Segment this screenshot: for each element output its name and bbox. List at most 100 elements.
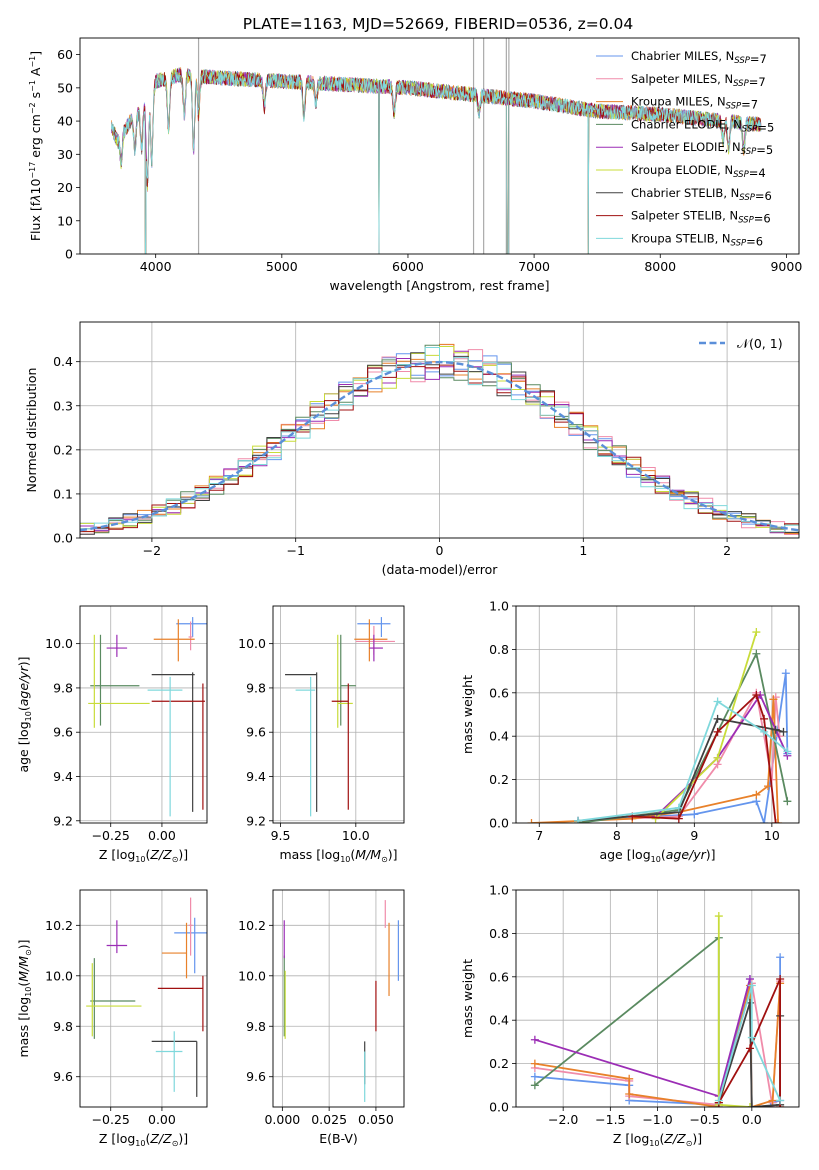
mass-vs-Z-ytick-label: 9.6 xyxy=(53,1069,73,1084)
mass-vs-EBV-plot-area xyxy=(273,890,404,1107)
spectrum-xtick-label: 9000 xyxy=(770,259,802,274)
weight-point-marker xyxy=(714,1096,723,1105)
residuals-xtick-label: 0 xyxy=(436,543,444,558)
age-vs-mass-ytick-label: 9.8 xyxy=(246,680,266,695)
spectrum-frame xyxy=(79,37,800,255)
age-vs-mass-frame xyxy=(272,605,405,824)
age-vs-mass-ytick-label: 9.4 xyxy=(246,769,266,784)
weight-point-marker xyxy=(745,974,754,983)
mass-vs-EBV-xtick-label: 0.050 xyxy=(358,1112,394,1127)
spectrum-series-line xyxy=(111,69,762,254)
weight-point-marker xyxy=(760,819,769,823)
weight-vs-Z-xlabel: Z [log10(Z/Z⊙)] xyxy=(613,1131,702,1148)
spectrum-plot-area xyxy=(111,38,762,254)
age-vs-Z-plot-area xyxy=(80,606,207,823)
mass-vs-Z-ytick-label: 10.2 xyxy=(45,918,73,933)
residuals-xlabel: (data-model)/error xyxy=(382,562,499,577)
weight-point-marker xyxy=(713,714,722,723)
weight-point-marker xyxy=(768,1096,777,1105)
weight-point-marker xyxy=(530,1072,539,1081)
mass-vs-Z-frame xyxy=(79,889,208,1108)
residuals-xtick-label: 1 xyxy=(579,543,587,558)
age-vs-Z-xlabel: Z [log10(Z/Z⊙)] xyxy=(99,847,188,864)
spectrum-axes: Chabrier MILES, NSSP=7 Salpeter MILES, NS… xyxy=(28,37,802,293)
weight-vs-Z-plot-area xyxy=(516,890,799,1107)
age-vs-mass-xtick-label: 10.0 xyxy=(342,828,370,843)
mass-vs-Z-axes: −0.25 0.00 9.6 9.8 10.0 10.2 Z [log10(Z/Z⊙)] ma… xyxy=(16,889,208,1148)
age-vs-mass-ytick-label: 9.2 xyxy=(246,813,266,828)
spectrum-ytick-label: 20 xyxy=(57,180,73,195)
weight-point-marker xyxy=(745,1044,754,1053)
residuals-xtick-label: −1 xyxy=(286,543,304,558)
weight-vs-age-ytick-label: 0.2 xyxy=(489,772,509,787)
weight-series-line xyxy=(577,717,784,822)
spectrum-xtick-label: 5000 xyxy=(266,259,298,274)
weight-point-marker xyxy=(713,697,722,706)
weight-series-line xyxy=(577,672,789,823)
weight-point-marker xyxy=(776,953,785,962)
mass-vs-EBV-ytick-label: 10.0 xyxy=(238,968,266,983)
weight-point-marker xyxy=(747,1103,756,1107)
weight-point-marker xyxy=(651,814,660,823)
residuals-ytick-label: 0.3 xyxy=(53,398,73,413)
histogram-series-step xyxy=(80,347,799,533)
weight-point-marker xyxy=(781,669,790,678)
weight-point-marker xyxy=(760,714,769,723)
residuals-ytick-label: 0.0 xyxy=(53,531,73,546)
weight-vs-age-axes: 7 8 9 10 0.0 0.2 0.4 0.6 0.8 1.0 age [log10(age/yr… xyxy=(460,599,800,864)
weight-point-marker xyxy=(771,819,780,823)
legend-label: Chabrier STELIB, NSSP=6 xyxy=(631,186,772,203)
weight-point-marker xyxy=(774,819,783,823)
weight-point-marker xyxy=(771,725,780,734)
weight-vs-Z-xtick-label: −2.0 xyxy=(548,1112,578,1127)
weight-vs-age-ytick-label: 1.0 xyxy=(489,599,509,614)
mass-vs-Z-xtick-label: −0.25 xyxy=(92,1112,130,1127)
residuals-plot-area xyxy=(80,322,799,538)
weight-point-marker xyxy=(674,814,683,823)
weight-point-marker xyxy=(674,803,683,812)
spectrum-ytick-label: 40 xyxy=(57,114,73,129)
chart-layer: Chabrier MILES, NSSP=7 Salpeter MILES, NS… xyxy=(16,37,802,1148)
weight-vs-age-xtick-label: 8 xyxy=(613,828,621,843)
spectrum-xtick-label: 4000 xyxy=(140,259,172,274)
weight-vs-age-ylabel: mass weight xyxy=(460,675,475,754)
weight-point-marker xyxy=(530,1081,539,1090)
weight-point-marker xyxy=(713,727,722,736)
residuals-xtick-label: 2 xyxy=(723,543,731,558)
weight-vs-Z-ytick-label: 0.8 xyxy=(489,926,509,941)
age-vs-Z-ytick-label: 9.8 xyxy=(53,680,73,695)
mass-vs-Z-ylabel: mass [log10(M/M⊙)] xyxy=(16,939,33,1057)
age-vs-Z-ytick-label: 10.0 xyxy=(45,636,73,651)
weight-vs-Z-xtick-label: −1.0 xyxy=(642,1112,672,1127)
weight-point-marker xyxy=(783,747,792,756)
residuals-ytick-label: 0.1 xyxy=(53,486,73,501)
legend-label: Kroupa STELIB, NSSP=6 xyxy=(631,231,763,248)
residuals-ytick-label: 0.2 xyxy=(53,442,73,457)
spectrum-xtick-label: 6000 xyxy=(392,259,424,274)
age-vs-Z-axes: −0.25 0.00 9.2 9.4 9.6 9.8 10.0 Z [log10(Z/Z⊙)]… xyxy=(16,605,208,864)
mass-vs-EBV-ytick-label: 9.8 xyxy=(246,1019,266,1034)
residuals-axes: 𝒩(0, 1) −2 −1 0 1 2 0.0 0.1 0.2 0.3 0.4 (data-model… xyxy=(24,321,800,577)
weight-vs-age-ytick-label: 0.4 xyxy=(489,729,509,744)
legend-label: 𝒩(0, 1) xyxy=(737,336,783,351)
mass-vs-Z-ytick-label: 9.8 xyxy=(53,1019,73,1034)
spectrum-ytick-label: 0 xyxy=(65,247,73,262)
spectrum-xtick-label: 8000 xyxy=(644,259,676,274)
weight-point-marker xyxy=(690,810,699,819)
residuals-legend: 𝒩(0, 1) xyxy=(699,336,783,351)
age-vs-Z-ylabel: age [log10(age/yr)] xyxy=(16,656,33,772)
weight-vs-age-frame xyxy=(515,605,800,824)
mass-vs-EBV-ytick-label: 10.2 xyxy=(238,918,266,933)
weight-vs-Z-ylabel: mass weight xyxy=(460,959,475,1038)
weight-vs-age-xtick-label: 9 xyxy=(690,828,698,843)
weight-point-marker xyxy=(530,1035,539,1044)
legend-label: Kroupa ELODIE, NSSP=4 xyxy=(631,163,766,180)
weight-series-line xyxy=(654,631,758,820)
weight-point-marker xyxy=(763,782,772,791)
weight-point-marker xyxy=(752,790,761,799)
mass-vs-EBV-frame xyxy=(272,889,405,1108)
mass-vs-Z-xlabel: Z [log10(Z/Z⊙)] xyxy=(99,1131,188,1148)
age-vs-mass-xlabel: mass [log10(M/M⊙)] xyxy=(279,847,397,864)
